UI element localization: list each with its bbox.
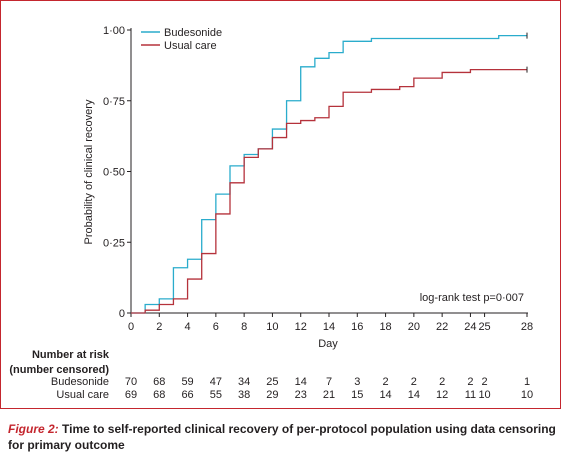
logrank-annotation: log-rank test p=0·007 <box>420 292 524 304</box>
x-tick-label: 25 <box>478 321 490 333</box>
risk-cell: 14 <box>408 389 420 401</box>
risk-cell: 25 <box>266 376 278 388</box>
x-tick-label: 0 <box>128 321 134 333</box>
risk-cell: 23 <box>295 389 307 401</box>
risk-cell: 2 <box>467 376 473 388</box>
x-tick-label: 18 <box>379 321 391 333</box>
risk-row-label: Usual care <box>56 389 109 401</box>
risk-cell: 14 <box>295 376 307 388</box>
x-tick-label: 4 <box>185 321 191 333</box>
series-line-1 <box>131 68 527 314</box>
risk-table-subtitle: (number censored) <box>9 364 109 376</box>
risk-cell: 2 <box>411 376 417 388</box>
risk-cell: 34 <box>238 376 250 388</box>
risk-cell: 11 <box>465 389 476 401</box>
risk-cell: 69 <box>125 389 137 401</box>
legend-label-1: Usual care <box>164 40 217 52</box>
figure-caption-text: Time to self-reported clinical recovery … <box>8 422 556 452</box>
risk-cell: 12 <box>436 389 448 401</box>
risk-cell: 1 <box>524 376 530 388</box>
figure-caption: Figure 2: Time to self-reported clinical… <box>8 421 556 453</box>
risk-cell: 55 <box>210 389 222 401</box>
x-tick-label: 24 <box>464 321 476 333</box>
risk-cell: 15 <box>351 389 363 401</box>
risk-cell: 38 <box>238 389 250 401</box>
x-tick-label: 28 <box>521 321 533 333</box>
x-tick-label: 14 <box>323 321 335 333</box>
risk-cell: 59 <box>181 376 193 388</box>
x-tick-label: 10 <box>266 321 278 333</box>
legend-label-0: Budesonide <box>164 27 222 39</box>
axes: 0 2 4 6 8 10 12 14 16 18 20 22 24 25 2800·250·500·751·… <box>103 25 533 333</box>
x-tick-label: 6 <box>213 321 219 333</box>
figure-label: Figure 2: <box>8 422 59 436</box>
risk-cell: 10 <box>521 389 533 401</box>
risk-cell: 70 <box>125 376 137 388</box>
risk-cell: 7 <box>326 376 332 388</box>
y-tick-label: 0·50 <box>103 167 125 179</box>
risk-row-label: Budesonide <box>51 376 109 388</box>
risk-cell: 47 <box>210 376 222 388</box>
x-tick-label: 20 <box>408 321 420 333</box>
risk-cell: 14 <box>379 389 391 401</box>
y-tick-label: 0·25 <box>103 237 125 249</box>
risk-cell: 68 <box>153 389 165 401</box>
risk-cell: 68 <box>153 376 165 388</box>
risk-table-title: Number at risk <box>32 349 110 361</box>
risk-cell: 29 <box>266 389 278 401</box>
km-chart: 0 2 4 6 8 10 12 14 16 18 20 22 24 25 2800·250·500·751·… <box>9 25 533 401</box>
risk-cell: 2 <box>439 376 445 388</box>
x-tick-label: 16 <box>351 321 363 333</box>
series-group <box>131 32 528 314</box>
risk-cell: 2 <box>383 376 389 388</box>
x-tick-label: 12 <box>295 321 307 333</box>
x-axis-title: Day <box>318 338 338 350</box>
x-tick-label: 8 <box>241 321 247 333</box>
risk-cell: 3 <box>354 376 360 388</box>
x-tick-label: 2 <box>156 321 162 333</box>
y-tick-label: 1·00 <box>103 25 125 37</box>
y-tick-label: 0·75 <box>103 96 125 108</box>
y-axis-title: Probability of clinical recovery <box>83 99 95 244</box>
risk-table: Number at risk (number censored) Budeson… <box>9 349 533 401</box>
series-line-0 <box>131 35 527 314</box>
risk-cell: 10 <box>478 389 490 401</box>
y-tick-label: 0 <box>119 308 125 320</box>
risk-cell: 66 <box>181 389 193 401</box>
figure-frame <box>0 0 561 409</box>
risk-cell: 21 <box>323 389 335 401</box>
x-tick-label: 22 <box>436 321 448 333</box>
risk-cell: 2 <box>482 376 488 388</box>
